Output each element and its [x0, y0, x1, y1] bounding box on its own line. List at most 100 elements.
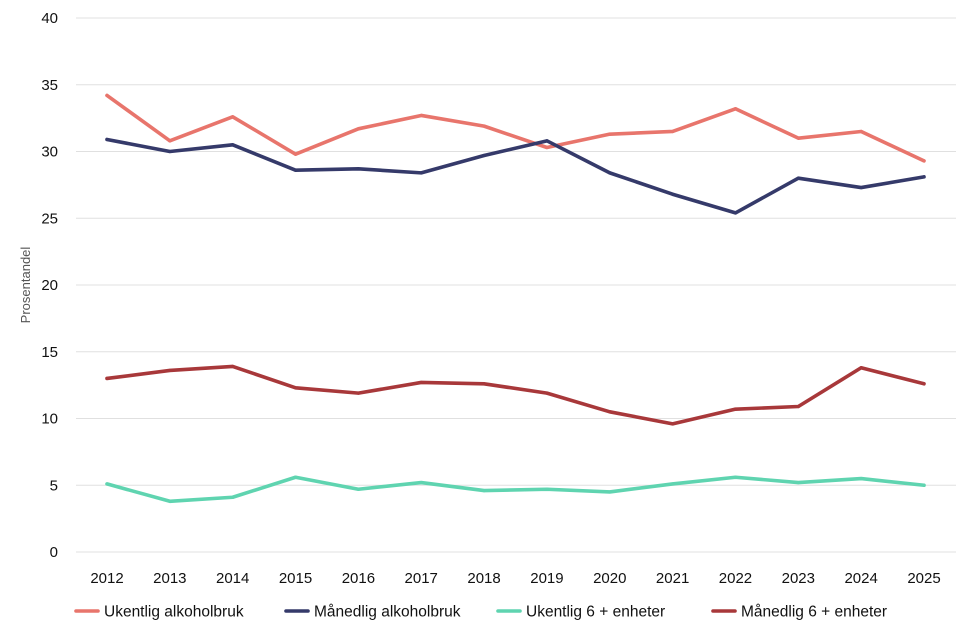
- data-point: [859, 476, 863, 481]
- series-line: [105, 93, 926, 163]
- legend-item: Månedlig alkoholbruk: [284, 604, 461, 621]
- data-point: [922, 159, 926, 163]
- data-point: [419, 171, 423, 175]
- data-point: [105, 137, 109, 142]
- y-tick-label: 5: [50, 477, 58, 494]
- data-point: [671, 482, 675, 486]
- data-point: [168, 368, 172, 373]
- data-point: [482, 488, 486, 493]
- x-tick-label: 2019: [530, 570, 563, 587]
- data-point: [293, 386, 298, 390]
- series-lines: [105, 93, 926, 504]
- series-1: [105, 93, 926, 163]
- x-tick-label: 2018: [467, 570, 500, 587]
- x-tick-label: 2016: [342, 570, 375, 587]
- data-point: [356, 487, 360, 491]
- x-tick-label: 2023: [782, 570, 815, 587]
- data-point: [293, 475, 298, 479]
- x-tick-label: 2025: [907, 570, 940, 587]
- gridlines: [76, 17, 956, 553]
- legend-label: Månedlig alkoholbruk: [314, 604, 461, 621]
- data-point: [545, 487, 549, 491]
- series-line: [105, 364, 926, 426]
- x-axis-ticks: 2012 2013 2014 2015 2016 2017 2018 2019 2020 2021…: [90, 570, 940, 587]
- series-2: [105, 137, 926, 215]
- legend-item: Ukentlig 6 + enheter: [496, 604, 665, 621]
- y-tick-label: 0: [50, 544, 58, 561]
- x-tick-label: 2022: [719, 570, 752, 587]
- data-point: [733, 107, 738, 111]
- y-tick-label: 10: [41, 411, 58, 428]
- data-point: [859, 366, 863, 370]
- data-point: [671, 422, 675, 426]
- data-point: [105, 482, 109, 486]
- data-point: [671, 192, 675, 196]
- data-point: [231, 364, 235, 369]
- data-point: [796, 176, 800, 180]
- data-point: [231, 495, 235, 499]
- data-point: [293, 152, 298, 156]
- data-point: [482, 382, 486, 386]
- x-tick-label: 2014: [216, 570, 249, 587]
- data-point: [859, 129, 863, 134]
- data-point: [168, 139, 172, 143]
- data-point: [796, 404, 800, 409]
- legend-label: Ukentlig 6 + enheter: [526, 604, 665, 621]
- data-point: [482, 124, 486, 128]
- data-point: [796, 136, 800, 140]
- data-point: [608, 410, 612, 414]
- data-point: [733, 475, 738, 479]
- x-tick-label: 2021: [656, 570, 689, 587]
- series-3: [105, 475, 926, 504]
- data-point: [922, 382, 926, 386]
- data-point: [356, 127, 360, 131]
- legend-label: Månedlig 6 + enheter: [741, 604, 887, 621]
- data-point: [859, 185, 863, 190]
- data-point: [419, 480, 423, 485]
- y-tick-label: 40: [41, 10, 58, 27]
- data-point: [356, 391, 360, 395]
- data-point: [231, 115, 235, 119]
- data-point: [733, 211, 738, 215]
- data-point: [168, 149, 172, 154]
- data-point: [922, 175, 926, 179]
- data-point: [419, 113, 423, 118]
- x-tick-label: 2024: [844, 570, 877, 587]
- x-tick-label: 2020: [593, 570, 626, 587]
- data-point: [105, 376, 109, 381]
- data-point: [482, 153, 486, 158]
- y-tick-label: 25: [41, 210, 58, 227]
- data-point: [545, 145, 549, 150]
- data-point: [168, 499, 172, 503]
- y-axis-title: Prosentandel: [18, 247, 33, 324]
- x-tick-label: 2012: [90, 570, 123, 587]
- legend-label: Ukentlig alkoholbruk: [104, 604, 244, 621]
- x-tick-label: 2013: [153, 570, 186, 587]
- y-tick-label: 20: [41, 277, 58, 294]
- y-tick-label: 15: [41, 344, 58, 361]
- y-tick-label: 35: [41, 77, 58, 94]
- y-axis-ticks: 0 5 10 15 20 25 30 35 40: [41, 10, 58, 561]
- x-tick-label: 2015: [279, 570, 312, 587]
- data-point: [922, 483, 926, 487]
- data-point: [293, 168, 298, 172]
- y-tick-label: 30: [41, 144, 58, 161]
- data-point: [545, 139, 549, 143]
- series-line: [105, 137, 926, 215]
- data-point: [608, 490, 612, 494]
- data-point: [356, 167, 360, 171]
- x-tick-label: 2017: [405, 570, 438, 587]
- data-point: [796, 480, 800, 485]
- data-point: [608, 171, 612, 175]
- legend-item: Månedlig 6 + enheter: [711, 604, 887, 621]
- data-point: [419, 380, 423, 385]
- data-point: [733, 407, 738, 411]
- data-point: [545, 391, 549, 395]
- legend-item: Ukentlig alkoholbruk: [74, 604, 244, 621]
- series-line: [105, 475, 926, 504]
- data-point: [608, 132, 612, 136]
- series-4: [105, 364, 926, 426]
- data-point: [231, 143, 235, 147]
- legend: Ukentlig alkoholbruk Månedlig alkoholbruk…: [74, 604, 887, 621]
